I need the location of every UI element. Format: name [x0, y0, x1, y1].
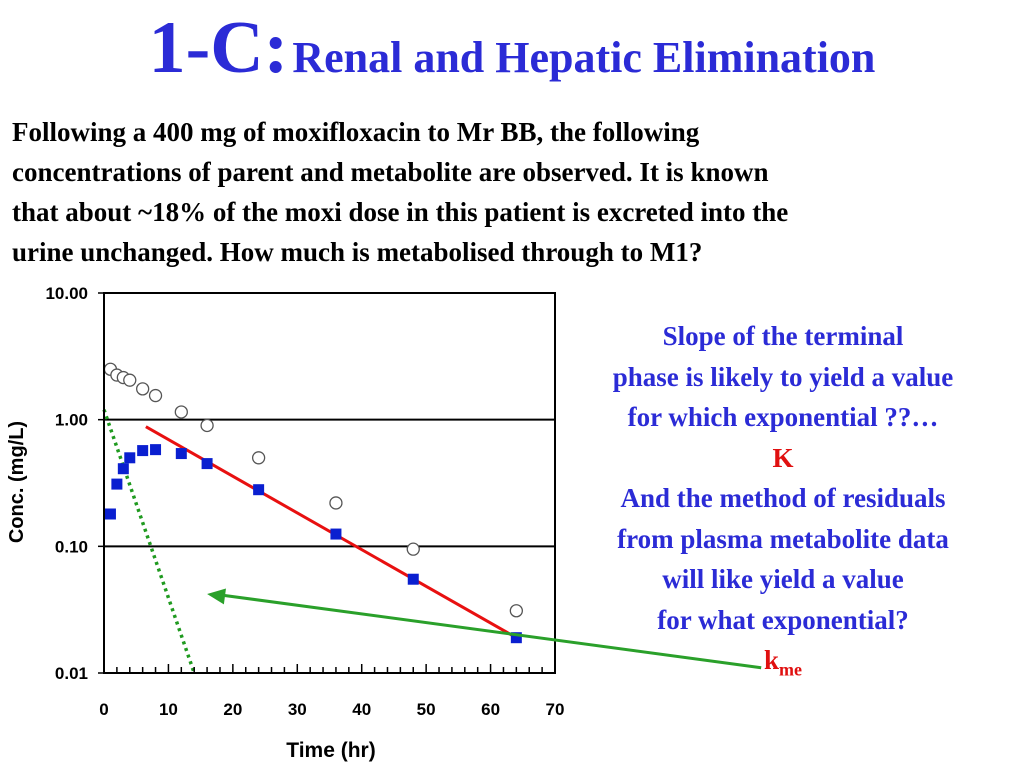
chart-axes	[98, 292, 556, 674]
plot-frame	[103, 292, 556, 674]
chart-grid	[104, 418, 555, 548]
metabolite-data-point	[111, 478, 123, 490]
concentration-time-chart: 0 10 20 30 40 50 60 70 0.01 0.10 1.00 10.00 Time (h…	[6, 284, 564, 762]
tick-labels: 0 10 20 30 40 50 60 70 0.01 0.10 1.00 10.00	[45, 284, 564, 719]
answer-kme-main: k	[763, 645, 780, 675]
x-tick-label: 20	[223, 700, 242, 719]
side-line: for what exponential?	[657, 604, 909, 635]
x-tick-label: 50	[417, 700, 436, 719]
answer-kme-sub: me	[779, 659, 802, 680]
parent-data-point	[509, 604, 523, 618]
y-tick-label: 1.00	[55, 411, 88, 430]
metabolite-data-point	[175, 448, 187, 460]
residual-line	[102, 409, 196, 674]
parent-data-point	[148, 388, 163, 403]
metabolite-data-point	[124, 452, 136, 464]
slide-title: 1-C: Renal and Hepatic Elimination	[0, 6, 1024, 91]
metabolite-data-point	[117, 463, 129, 475]
parent-data-point	[123, 373, 137, 387]
y-tick-label: 0.01	[55, 664, 88, 683]
parent-data-point	[406, 542, 420, 556]
side-line: And the method of residuals	[620, 483, 946, 513]
parent-data-point	[329, 496, 343, 510]
y-tick-label: 10.00	[45, 284, 88, 303]
x-tick-label: 10	[159, 700, 178, 719]
metabolite-data-point	[104, 508, 116, 520]
intro-line: Following a 400 mg of moxifloxacin to Mr…	[12, 117, 700, 147]
y-axis-label: Conc. (mg/L)	[6, 421, 28, 543]
side-line: from plasma metabolite data	[617, 523, 949, 554]
parent-data-point	[136, 382, 150, 396]
x-tick-label: 40	[352, 700, 371, 719]
metabolite-data-point	[137, 445, 149, 457]
x-tick-label: 60	[481, 700, 500, 719]
parent-data-point	[200, 418, 214, 433]
intro-paragraph: Following a 400 mg of moxifloxacin to Mr…	[12, 112, 1017, 272]
data-markers	[103, 362, 523, 644]
y-tick-label: 0.10	[55, 537, 88, 556]
metabolite-data-point	[510, 632, 522, 644]
intro-line: that about ~18% of the moxi dose in this…	[12, 197, 789, 227]
side-line: Slope of the terminal	[662, 321, 904, 351]
side-notes: Slope of the terminal phase is likely to…	[548, 316, 1018, 690]
x-axis-label: Time (hr)	[286, 739, 375, 762]
answer-kme: kme	[548, 640, 1018, 690]
answer-k: K	[772, 442, 794, 473]
fit-lines	[102, 409, 518, 674]
x-tick-label: 30	[288, 700, 307, 719]
metabolite-data-point	[407, 573, 419, 585]
title-text: Renal and Hepatic Elimination	[292, 33, 876, 82]
metabolite-data-point	[150, 444, 162, 456]
side-line: will like yield a value	[662, 564, 904, 594]
metabolite-data-point	[253, 484, 265, 496]
parent-data-point	[251, 451, 266, 465]
metabolite-data-point	[201, 458, 213, 470]
parent-data-point	[174, 405, 188, 419]
title-prefix: 1-C:	[148, 7, 289, 89]
intro-line: concentrations of parent and metabolite …	[12, 157, 769, 187]
side-line: phase is likely to yield a value	[612, 361, 954, 392]
x-tick-label: 70	[546, 700, 565, 719]
metabolite-data-point	[330, 528, 342, 540]
side-line: for which exponential ??…	[627, 402, 939, 432]
intro-line: urine unchanged. How much is metabolised…	[12, 237, 703, 267]
x-tick-label: 0	[99, 700, 108, 719]
